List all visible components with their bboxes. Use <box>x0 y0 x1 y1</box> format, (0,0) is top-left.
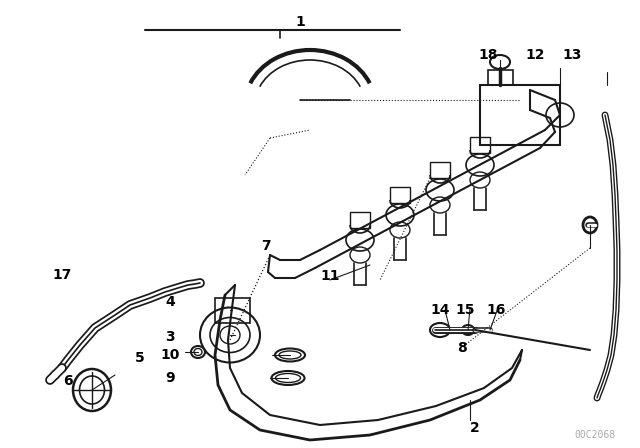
Text: 7: 7 <box>261 239 271 253</box>
Text: 18: 18 <box>478 48 498 62</box>
Text: 10: 10 <box>160 348 180 362</box>
Text: 14: 14 <box>430 303 450 317</box>
Text: 8: 8 <box>457 341 467 355</box>
Text: 3: 3 <box>165 330 175 344</box>
Text: 5: 5 <box>135 351 145 365</box>
Text: 11: 11 <box>320 269 340 283</box>
Text: 1: 1 <box>295 15 305 29</box>
Text: 00C2068: 00C2068 <box>575 430 616 440</box>
Text: 6: 6 <box>63 374 73 388</box>
Text: 4: 4 <box>165 295 175 309</box>
Text: 16: 16 <box>486 303 506 317</box>
Text: 13: 13 <box>563 48 582 62</box>
Text: 15: 15 <box>455 303 475 317</box>
Text: 9: 9 <box>165 371 175 385</box>
Text: 2: 2 <box>470 421 480 435</box>
Text: 12: 12 <box>525 48 545 62</box>
Text: 17: 17 <box>52 268 72 282</box>
